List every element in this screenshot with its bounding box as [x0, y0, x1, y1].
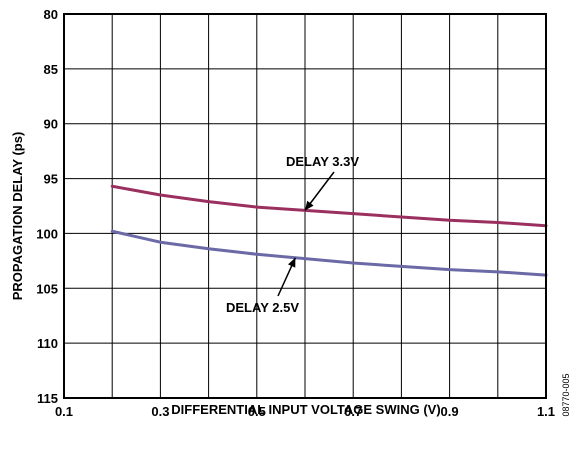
figure-id: 08770-005 — [561, 373, 571, 416]
tick-labels: 0.1 0.3 0.5 0.7 0.9 1.1 80 85 90 95 100 105 110 115 — [36, 7, 555, 419]
series-line-delay-3-3v — [110, 184, 548, 228]
y-tick-label: 80 — [44, 7, 58, 22]
x-axis-title: DIFFERENTIAL INPUT VOLTAGE SWING (V) — [171, 402, 440, 417]
annotation-label-delay-3-3v: DELAY 3.3V — [286, 154, 359, 169]
y-tick-label: 115 — [37, 391, 58, 406]
x-tick-label: 0.5 — [248, 404, 266, 419]
y-tick-label: 90 — [44, 117, 58, 132]
x-tick-label: 0.3 — [151, 404, 169, 419]
series-line-delay-2-5v — [110, 229, 548, 277]
y-tick-label: 100 — [36, 226, 58, 241]
y-tick-label: 110 — [37, 336, 58, 351]
x-tick-label: 0.7 — [344, 404, 362, 419]
y-tick-label: 95 — [44, 172, 58, 187]
annotation-arrowhead — [305, 200, 314, 211]
y-tick-label: 105 — [36, 281, 58, 296]
chart-grid — [63, 13, 547, 399]
annotation-label-delay-2-5v: DELAY 2.5V — [226, 300, 299, 315]
y-axis-title: PROPAGATION DELAY (ps) — [10, 132, 25, 301]
x-tick-label: 0.9 — [441, 404, 459, 419]
chart-series — [110, 184, 548, 277]
y-tick-label: 85 — [44, 62, 58, 77]
plot-frame — [63, 13, 547, 399]
annotations: DELAY 3.3V DELAY 2.5V — [226, 154, 359, 315]
x-tick-label: 1.1 — [537, 404, 555, 419]
annotation-arrowhead — [287, 257, 296, 268]
x-tick-label: 0.1 — [55, 404, 73, 419]
